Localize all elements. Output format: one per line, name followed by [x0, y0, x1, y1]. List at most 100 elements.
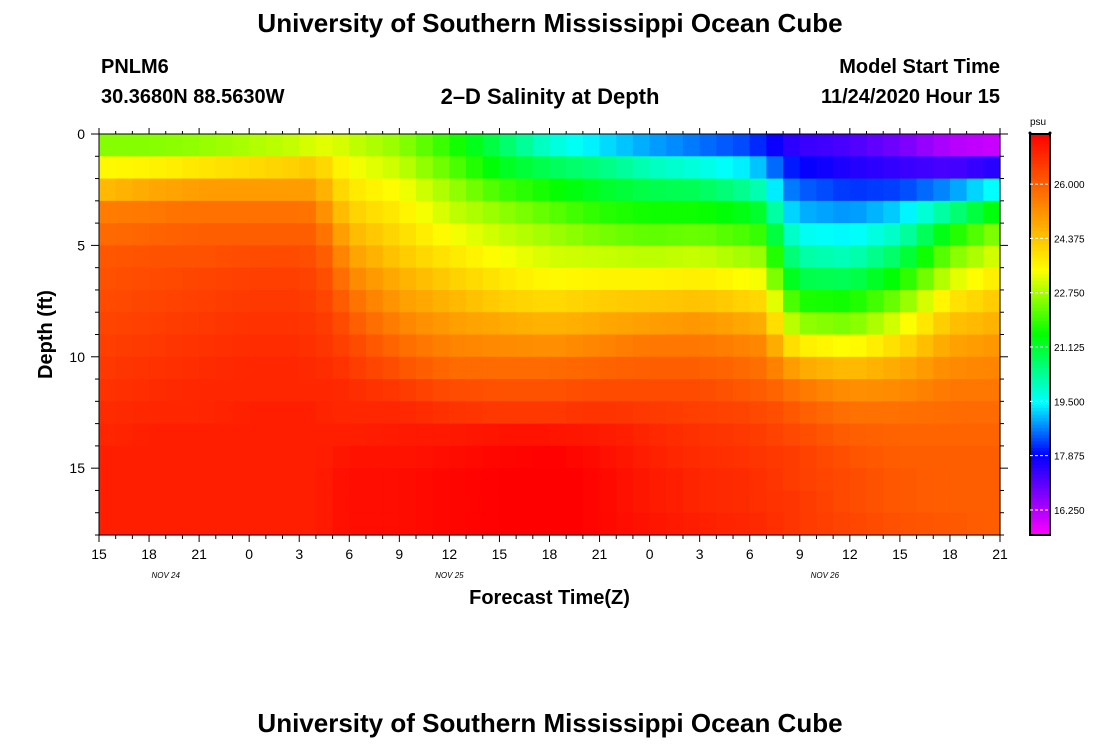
heatmap-cell: [716, 156, 734, 180]
heatmap-cell: [315, 200, 334, 224]
heatmap-cell: [766, 245, 784, 269]
heatmap-cell: [666, 445, 684, 469]
heatmap-cell: [466, 334, 484, 358]
heatmap-cell: [616, 289, 634, 313]
heatmap-cell: [733, 379, 751, 402]
heatmap-cell: [632, 223, 651, 246]
heatmap-cell: [349, 289, 367, 313]
heatmap-cell: [532, 512, 551, 536]
heatmap-cell: [299, 468, 317, 492]
heatmap-cell: [733, 178, 751, 202]
heatmap-cell: [132, 490, 150, 514]
heatmap-cell: [649, 490, 667, 514]
heatmap-cell: [499, 468, 517, 492]
heatmap-cell: [499, 267, 517, 291]
heatmap-cell: [182, 312, 200, 336]
heatmap-cell: [916, 200, 934, 224]
heatmap-cell: [866, 312, 884, 336]
heatmap-cell: [499, 178, 517, 202]
heatmap-cell: [899, 401, 918, 425]
heatmap-cell: [666, 178, 684, 202]
colorbar-step: [1030, 441, 1050, 446]
heatmap-cell: [466, 468, 484, 492]
heatmap-cell: [733, 490, 751, 514]
heatmap-cell: [182, 245, 200, 269]
heatmap-cell: [282, 312, 300, 336]
heatmap-cell: [899, 490, 918, 514]
heatmap-cell: [883, 178, 901, 202]
heatmap-cell: [399, 356, 417, 380]
heatmap-cell: [249, 312, 267, 336]
heatmap-cell: [749, 178, 768, 202]
heatmap-cell: [616, 468, 634, 492]
heatmap-cell: [649, 334, 667, 358]
colorbar-step: [1030, 418, 1050, 422]
heatmap-cell: [99, 401, 117, 425]
heatmap-cell: [199, 379, 217, 402]
heatmap-cell: [849, 200, 868, 224]
heatmap-cell: [466, 379, 484, 402]
colorbar-step: [1030, 157, 1050, 162]
heatmap-cell: [399, 289, 417, 313]
heatmap-cell: [365, 200, 384, 224]
heatmap-cell: [115, 379, 133, 402]
heatmap-cell: [866, 245, 884, 269]
heatmap-cell: [416, 334, 434, 358]
heatmap-cell: [132, 178, 150, 202]
heatmap-cell: [232, 289, 250, 313]
colorbar-tick-label: 22.750: [1054, 289, 1085, 300]
heatmap-cell: [516, 423, 534, 447]
heatmap-cell: [332, 156, 350, 180]
heatmap-cell: [482, 490, 501, 514]
heatmap-cell: [532, 289, 551, 313]
heatmap-cell: [199, 468, 217, 492]
heatmap-cell: [632, 178, 651, 202]
heatmap-cell: [449, 334, 467, 358]
colorbar-step: [1030, 267, 1050, 272]
heatmap-cell: [165, 312, 184, 336]
heatmap-cell: [783, 356, 801, 380]
colorbar-step: [1030, 434, 1050, 439]
heatmap-cell: [833, 289, 851, 313]
heatmap-cell: [866, 200, 884, 224]
heatmap-cell: [382, 267, 400, 291]
heatmap-cell: [332, 356, 350, 380]
heatmap-cell: [649, 289, 667, 313]
heatmap-cell: [682, 401, 701, 425]
heatmap-cell: [482, 245, 501, 269]
heatmap-cell: [899, 334, 918, 358]
heatmap-cell: [399, 156, 417, 180]
heatmap-cell: [666, 134, 684, 157]
heatmap-cell: [299, 356, 317, 380]
colorbar-step: [1030, 384, 1050, 389]
heatmap-cell: [482, 356, 501, 380]
chart-subtitle: 2–D Salinity at Depth: [440, 84, 660, 109]
heatmap-cell: [382, 468, 400, 492]
heatmap-cell: [983, 267, 1001, 291]
heatmap-cell: [549, 423, 567, 447]
colorbar-step: [1030, 304, 1050, 309]
heatmap-cell: [132, 267, 150, 291]
heatmap-cell: [349, 267, 367, 291]
heatmap-cell: [699, 312, 717, 336]
heatmap-cell: [382, 134, 400, 157]
heatmap-cell: [416, 178, 434, 202]
heatmap-cell: [182, 445, 200, 469]
heatmap-cell: [749, 245, 768, 269]
colorbar-step: [1030, 488, 1050, 493]
heatmap-cell: [115, 223, 133, 246]
heatmap-cell: [632, 356, 651, 380]
heatmap-cell: [983, 334, 1001, 358]
heatmap-cell: [182, 379, 200, 402]
y-tick-label: 15: [69, 460, 85, 476]
heatmap-cell: [582, 356, 601, 380]
heatmap-cell: [349, 334, 367, 358]
heatmap-cell: [983, 223, 1001, 246]
heatmap-cell: [416, 134, 434, 157]
heatmap-cell: [783, 512, 801, 536]
heatmap-cell: [149, 267, 167, 291]
heatmap-cell: [582, 512, 601, 536]
heatmap-cell: [632, 200, 651, 224]
heatmap-cell: [232, 334, 250, 358]
colorbar-step: [1030, 301, 1050, 306]
